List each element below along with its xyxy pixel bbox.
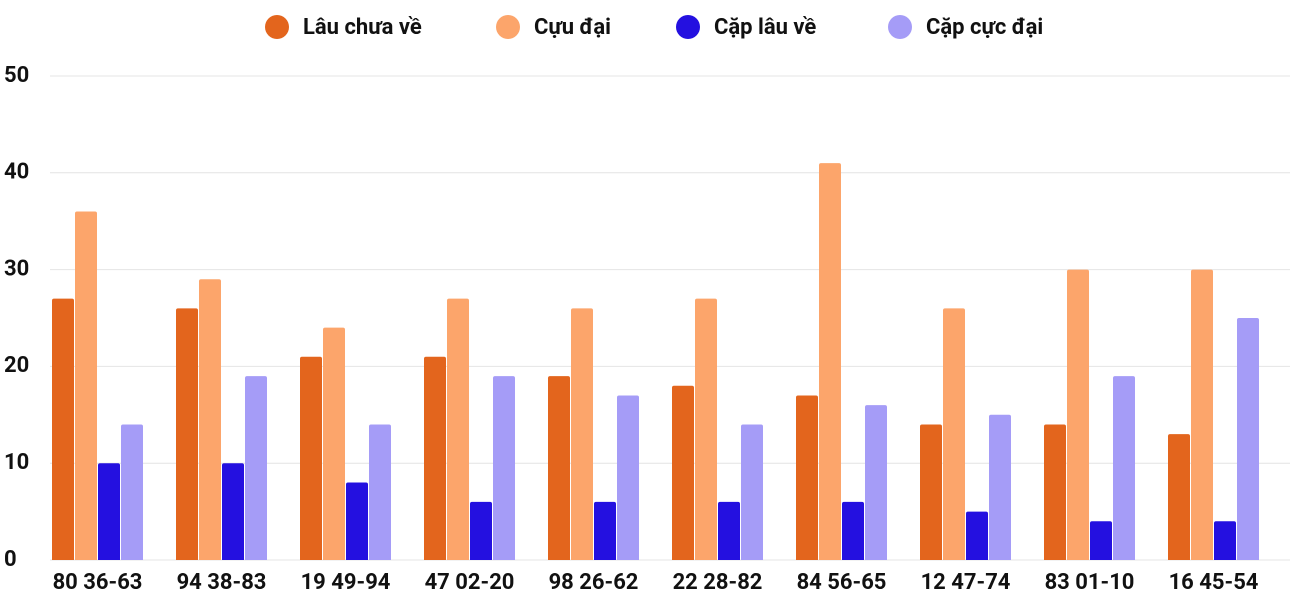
x-tick-label: 19 49-94: [301, 570, 391, 595]
y-tick-label: 40: [4, 160, 29, 185]
bar: [323, 327, 345, 560]
bar: [300, 356, 322, 560]
bar: [121, 424, 143, 560]
bar: [1214, 521, 1236, 560]
bar: [672, 385, 694, 560]
y-tick-label: 20: [4, 353, 29, 378]
bar: [52, 298, 74, 560]
bar: [594, 501, 616, 560]
y-tick-label: 30: [4, 256, 29, 281]
bar: [1237, 318, 1259, 560]
bar: [966, 511, 988, 560]
bar: [176, 308, 198, 560]
bar: [98, 463, 120, 560]
bar: [245, 376, 267, 560]
bar: [865, 405, 887, 560]
bar: [1044, 424, 1066, 560]
legend-label: Cựu đại: [534, 15, 611, 40]
x-tick-label: 16 45-54: [1169, 570, 1259, 595]
bar: [369, 424, 391, 560]
bar: [695, 298, 717, 560]
legend-marker: [265, 15, 289, 39]
y-tick-label: 50: [4, 63, 29, 88]
bar: [1090, 521, 1112, 560]
bar: [222, 463, 244, 560]
y-tick-label: 10: [4, 450, 29, 475]
x-tick-label: 94 38-83: [177, 570, 267, 595]
legend-marker: [676, 15, 700, 39]
bar: [75, 211, 97, 560]
bar: [989, 414, 1011, 560]
bar: [1168, 434, 1190, 560]
bar: [1067, 269, 1089, 560]
bar: [842, 501, 864, 560]
x-tick-label: 22 28-82: [673, 570, 763, 595]
x-tick-label: 80 36-63: [53, 570, 143, 595]
bar: [199, 279, 221, 560]
bar: [470, 501, 492, 560]
bar: [718, 501, 740, 560]
bar: [741, 424, 763, 560]
bar: [493, 376, 515, 560]
bar: [920, 424, 942, 560]
legend-marker: [888, 15, 912, 39]
legend-marker: [496, 15, 520, 39]
bar: [943, 308, 965, 560]
bar: [571, 308, 593, 560]
x-tick-label: 98 26-62: [549, 570, 639, 595]
legend-label: Lâu chưa về: [303, 15, 422, 40]
bar: [346, 482, 368, 560]
legend-label: Cặp lâu về: [714, 15, 816, 40]
bar: [1191, 269, 1213, 560]
bar: [819, 163, 841, 560]
x-tick-label: 47 02-20: [425, 570, 515, 595]
legend-label: Cặp cực đại: [926, 15, 1043, 40]
x-tick-label: 83 01-10: [1045, 570, 1135, 595]
x-tick-label: 84 56-65: [797, 570, 887, 595]
bar: [548, 376, 570, 560]
bar: [1113, 376, 1135, 560]
x-tick-label: 12 47-74: [921, 570, 1011, 595]
bar: [617, 395, 639, 560]
y-tick-label: 0: [4, 547, 17, 572]
bar: [796, 395, 818, 560]
bar: [447, 298, 469, 560]
bar: [424, 356, 446, 560]
